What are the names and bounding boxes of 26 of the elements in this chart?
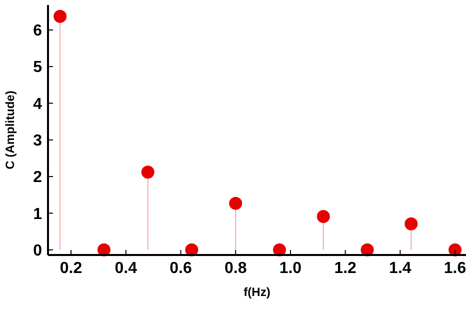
point	[404, 217, 418, 230]
y-tick-label: 5	[33, 59, 42, 76]
y-tick-label: 0	[33, 242, 42, 260]
point	[229, 196, 242, 210]
y-tick-label: 1	[33, 206, 42, 223]
x-tick-label: 1.4	[389, 260, 412, 277]
y-tick-label: 4	[33, 96, 42, 113]
x-tick-label: 1.0	[279, 260, 302, 277]
point	[360, 243, 374, 256]
point	[316, 210, 330, 224]
x-axis-title: f(Hz)	[244, 285, 270, 299]
x-tick-label: 0.6	[170, 260, 192, 277]
point	[97, 243, 110, 256]
point	[54, 10, 67, 23]
point	[272, 243, 286, 256]
x-tick-label: 1.6	[444, 260, 466, 277]
y-tick-label: 6	[33, 22, 42, 40]
y-axis-title: C (Amplitude)	[3, 90, 17, 170]
point	[185, 243, 198, 256]
x-tick-label: 0.4	[114, 260, 138, 277]
point	[141, 166, 154, 179]
y-tick-label: 3	[33, 132, 42, 150]
y-tick-label: 2	[33, 169, 42, 186]
x-tick-label: 0.8	[224, 260, 247, 277]
x-tick-label: 1.2	[334, 260, 357, 277]
x-tick-label: 0.2	[60, 260, 82, 277]
